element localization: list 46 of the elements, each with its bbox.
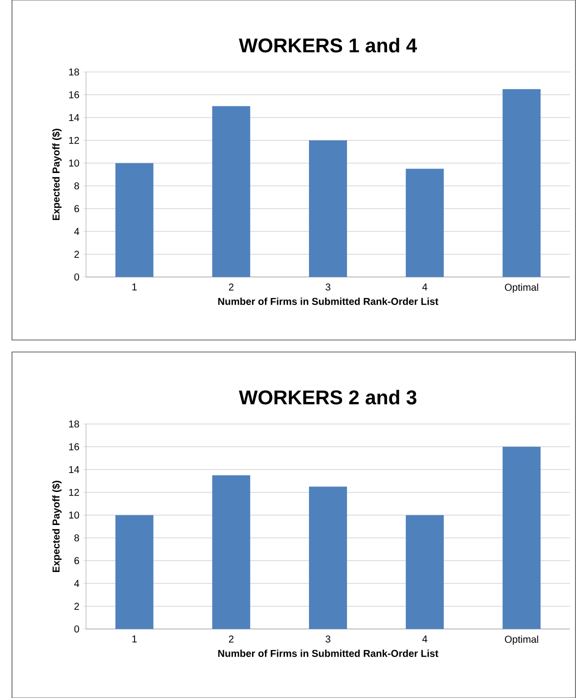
bar [308, 140, 347, 277]
bar [502, 89, 541, 277]
x-tick-label: 1 [132, 636, 137, 642]
y-tick-label: 8 [74, 182, 80, 190]
y-tick-label: 16 [69, 443, 80, 450]
y-tick-label: 10 [69, 160, 80, 167]
bar [406, 515, 444, 629]
y-tick-label: 12 [69, 136, 79, 144]
bar [212, 106, 250, 277]
x-tick-label: 2 [228, 636, 234, 642]
x-tick-label: 4 [422, 636, 428, 642]
y-tick-label: 14 [69, 466, 80, 473]
y-tick-label: 0 [74, 273, 80, 281]
y-tick-label: 6 [74, 205, 80, 212]
y-tick-label: 4 [74, 228, 80, 235]
y-axis-title: Expected Payoff ($) [52, 128, 62, 220]
x-tick-label: 2 [228, 284, 234, 290]
y-tick-label: 18 [69, 68, 80, 76]
y-tick-label: 16 [69, 91, 80, 98]
chart-title: WORKERS 2 and 3 [238, 390, 416, 404]
x-tick-label: 3 [326, 284, 330, 291]
y-tick-label: 18 [69, 420, 80, 428]
x-tick-label: 4 [422, 284, 428, 290]
y-tick-label: 12 [69, 488, 79, 496]
y-tick-label: 6 [74, 557, 80, 564]
y-tick-label: 10 [69, 512, 80, 519]
y-tick-label: 8 [74, 534, 80, 542]
y-tick-label: 0 [74, 625, 80, 633]
y-tick-label: 4 [74, 580, 80, 587]
y-axis-title: Expected Payoff ($) [52, 480, 62, 572]
y-tick-label: 2 [74, 250, 79, 258]
x-tick-label: Optimal [504, 284, 538, 293]
bar [502, 446, 541, 629]
y-tick-label: 2 [74, 602, 79, 610]
chart-title: WORKERS 1 and 4 [238, 38, 417, 52]
x-tick-label: 1 [132, 284, 137, 290]
bar [212, 475, 250, 629]
bar [115, 515, 154, 629]
x-axis-title: Number of Firms in Submitted Rank-Order List [218, 298, 438, 305]
bar [308, 486, 347, 629]
x-tick-label: 3 [326, 636, 330, 643]
bar [115, 163, 154, 277]
bar [406, 168, 444, 277]
x-tick-label: Optimal [504, 636, 538, 645]
y-tick-label: 14 [69, 114, 80, 121]
x-axis-title: Number of Firms in Submitted Rank-Order List [218, 650, 438, 657]
